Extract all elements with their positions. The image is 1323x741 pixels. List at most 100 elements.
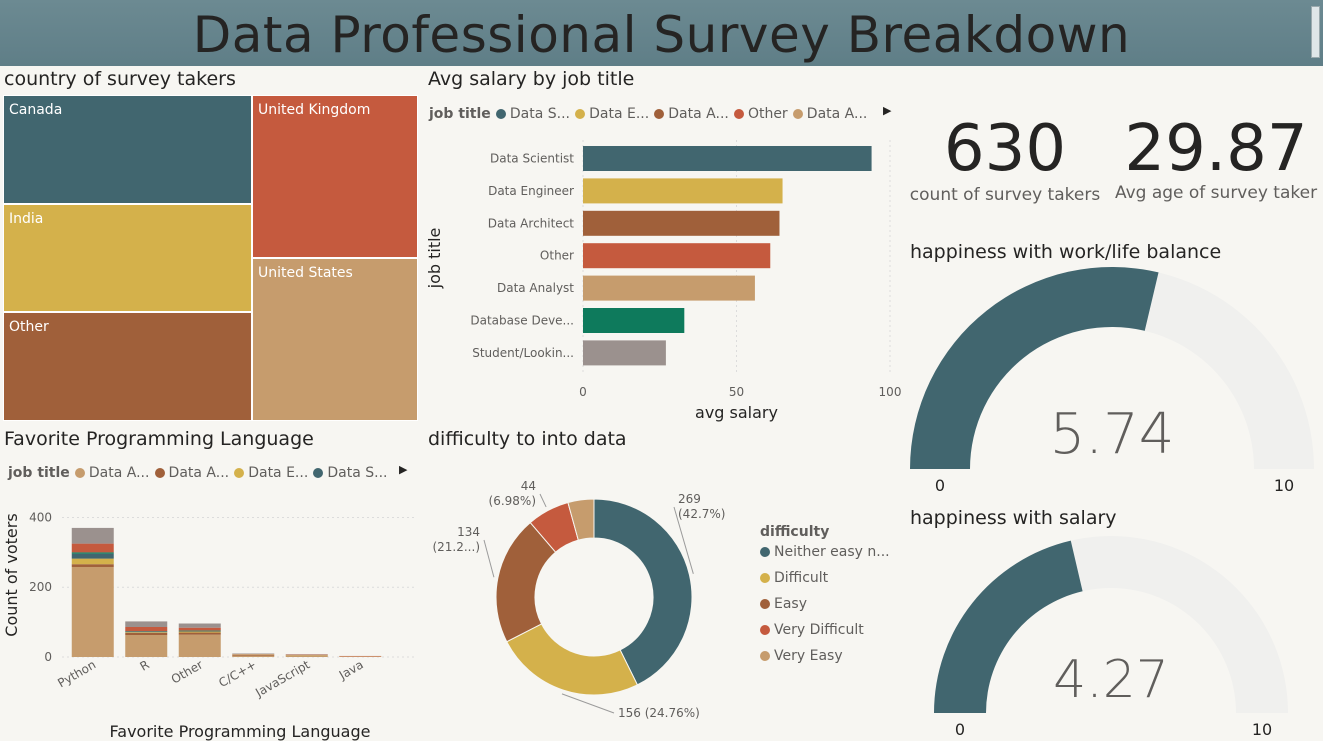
- legend-item[interactable]: Neither easy n...: [760, 544, 890, 570]
- count-card-label: count of survey takers: [909, 185, 1101, 205]
- gauge-max-label: 10: [1274, 476, 1294, 495]
- language-legend: job title Data A... Data A... Data E... …: [8, 462, 408, 481]
- x-axis-title: Favorite Programming Language: [110, 722, 371, 741]
- x-tick-label: Other: [169, 657, 206, 686]
- legend-label: Neither easy n...: [774, 544, 890, 560]
- stacked-bar-segment: [339, 656, 382, 657]
- salary-bar: [583, 275, 755, 301]
- legend-item[interactable]: Data A...: [154, 465, 230, 481]
- country-chart-title: country of survey takers: [4, 68, 236, 90]
- legend-dot: [313, 468, 324, 478]
- y-axis-title: Count of voters: [2, 513, 21, 636]
- legend-dot: [792, 109, 803, 119]
- page-title: Data Professional Survey Breakdown: [192, 6, 1131, 64]
- legend-dot: [74, 468, 85, 478]
- data-label-leader: [673, 506, 694, 574]
- legend-label: Data S...: [509, 106, 571, 122]
- language-bar-chart: 0 200 400 Python R Other C/C++JavaScript Java Fa…: [2, 510, 415, 741]
- x-tick-label: 100: [879, 385, 902, 399]
- legend-dot: [760, 573, 770, 583]
- legend-label: Data A...: [168, 465, 230, 481]
- legend-item[interactable]: Data A...: [74, 465, 150, 481]
- legend-next-arrow-icon[interactable]: ▶: [399, 463, 408, 476]
- stacked-bar-segment: [178, 634, 221, 657]
- data-label-leader: [539, 493, 547, 508]
- y-tick-label: 400: [29, 510, 52, 524]
- donut-slice: [506, 623, 639, 696]
- legend-dot: [760, 599, 770, 609]
- gauge-fill: [910, 267, 1159, 469]
- salary-bar-chart: 0 50 100 Data Scientist Data Engineer Data Ar…: [425, 140, 902, 422]
- legend-label: Very Difficult: [774, 622, 864, 638]
- legend-item[interactable]: Difficult: [760, 570, 890, 596]
- legend-item[interactable]: Other: [733, 106, 788, 122]
- legend-label: Data A...: [88, 465, 150, 481]
- legend-dot: [654, 109, 665, 119]
- stacked-bar-segment: [71, 552, 114, 554]
- legend-item[interactable]: Data A...: [792, 106, 868, 122]
- data-label: (42.7%): [678, 507, 725, 521]
- y-tick-label: Data Scientist: [490, 152, 574, 166]
- legend-label: Data E...: [248, 465, 309, 481]
- salary-gauge: 4.27 0 10: [934, 536, 1288, 739]
- treemap-cell-other[interactable]: Other: [3, 312, 252, 421]
- legend-next-arrow-icon[interactable]: ▶: [883, 104, 892, 117]
- salary-bar: [583, 243, 771, 269]
- treemap-label: Canada: [9, 102, 63, 118]
- stacked-bar-segment: [232, 653, 275, 655]
- treemap-cell-india[interactable]: India: [3, 204, 252, 312]
- treemap-cell-united-states[interactable]: United States: [252, 258, 418, 421]
- x-tick-label: Python: [55, 657, 98, 690]
- gauge-max-label: 10: [1252, 720, 1272, 739]
- legend-item[interactable]: Data E...: [234, 465, 308, 481]
- x-tick-label: R: [138, 657, 152, 673]
- salary-bar: [583, 340, 666, 366]
- legend-item[interactable]: Very Easy: [760, 648, 890, 674]
- legend-item[interactable]: Data E...: [575, 106, 649, 122]
- donut-slice: [567, 498, 595, 541]
- gauge-fill: [934, 540, 1083, 713]
- y-tick-label: Data Architect: [488, 216, 575, 230]
- legend-dot: [760, 651, 770, 661]
- data-label-leader: [561, 693, 615, 714]
- legend-label: Difficult: [774, 570, 829, 586]
- legend-label: Data S...: [327, 465, 388, 481]
- stacked-bar-segment: [71, 553, 114, 559]
- title-bar: [0, 0, 1323, 66]
- donut-slice: [593, 498, 693, 686]
- legend-label: Data A...: [806, 106, 868, 122]
- treemap-label: United States: [258, 265, 353, 281]
- x-axis-title: avg salary: [695, 403, 778, 422]
- treemap-cell-canada[interactable]: Canada: [3, 95, 252, 204]
- data-label: 44: [521, 479, 536, 493]
- legend-dot: [575, 109, 586, 119]
- salary-bar: [583, 210, 780, 236]
- data-label-leader: [483, 539, 495, 578]
- difficulty-legend: difficulty Neither easy n... Difficult E…: [760, 524, 890, 674]
- legend-item[interactable]: Data S...: [313, 465, 388, 481]
- y-axis-title: job title: [425, 228, 444, 290]
- stacked-bar-segment: [232, 655, 275, 657]
- stacked-bar-segment: [178, 630, 221, 632]
- legend-item[interactable]: Very Difficult: [760, 622, 890, 648]
- worklife-gauge: 5.74 0 10: [910, 267, 1314, 495]
- legend-item[interactable]: Data S...: [495, 106, 571, 122]
- salary-chart-title: Avg salary by job title: [428, 68, 635, 90]
- gauge-min-label: 0: [955, 720, 965, 739]
- legend-item[interactable]: Easy: [760, 596, 890, 622]
- salary-bar: [583, 146, 872, 171]
- country-treemap: Canada India Other United Kingdom United…: [3, 95, 418, 421]
- title-scrollbar[interactable]: [1311, 6, 1320, 58]
- legend-label: Data E...: [589, 106, 650, 122]
- gauge-min-label: 0: [935, 476, 945, 495]
- gauge-value: 4.27: [1053, 650, 1169, 710]
- data-label: (6.98%): [489, 494, 536, 508]
- stacked-bar-segment: [125, 626, 168, 632]
- stacked-bar-segment: [125, 635, 168, 657]
- legend-item[interactable]: Data A...: [654, 106, 729, 122]
- data-label: 156 (24.76%): [618, 706, 700, 720]
- y-tick-label: Other: [540, 249, 574, 263]
- language-chart-title: Favorite Programming Language: [4, 428, 314, 450]
- legend-label: Very Easy: [774, 648, 843, 664]
- treemap-cell-united-kingdom[interactable]: United Kingdom: [252, 95, 418, 258]
